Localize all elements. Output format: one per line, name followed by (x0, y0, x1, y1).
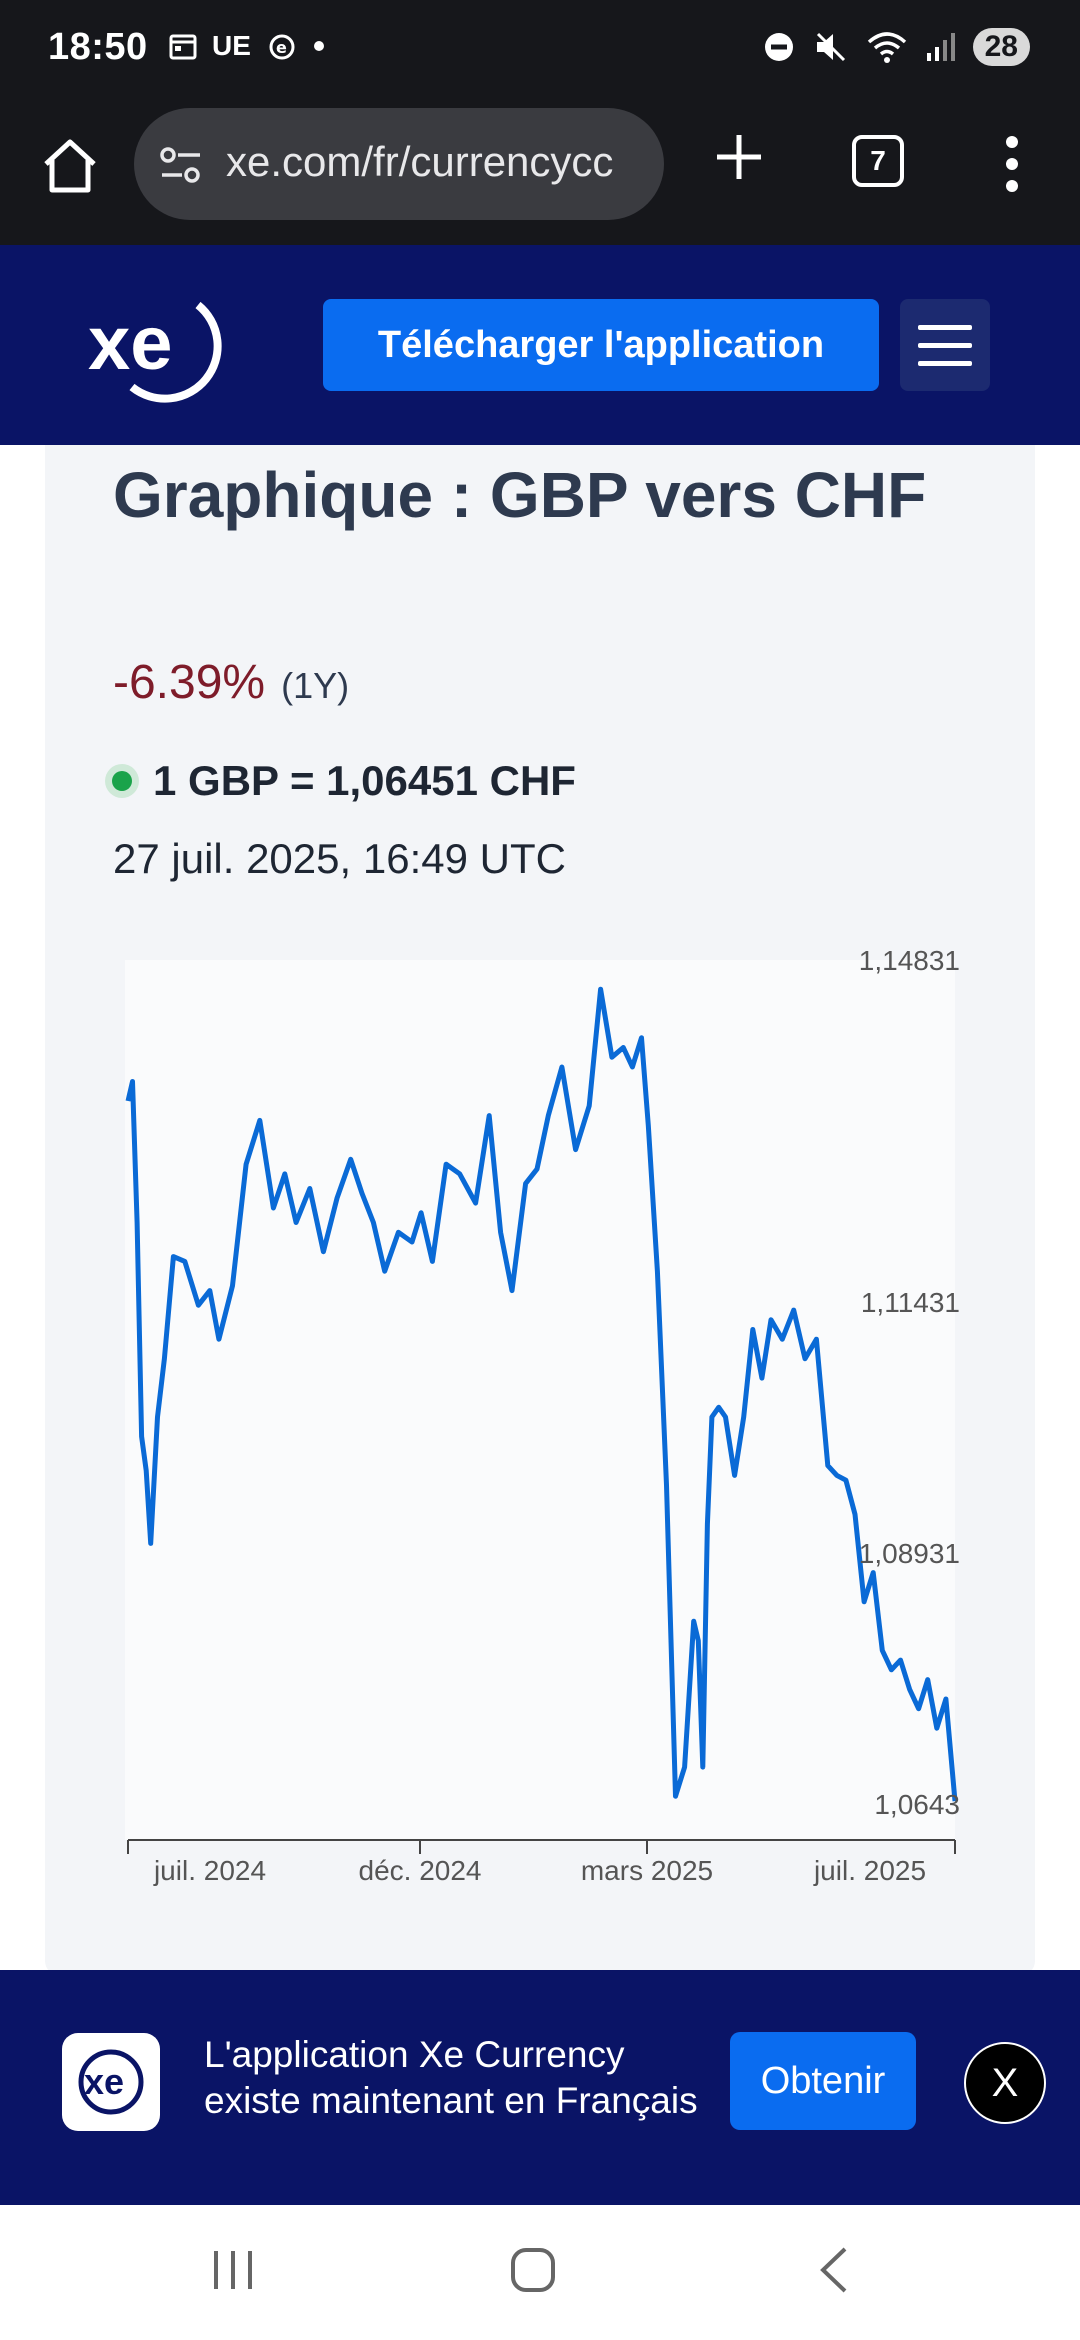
new-tab-icon[interactable] (712, 130, 766, 184)
rate-row: 1 GBP = 1,06451 CHF (105, 757, 576, 805)
banner-message: L'application Xe Currency existe mainten… (204, 2034, 698, 2121)
download-app-button[interactable]: Télécharger l'application (323, 299, 879, 391)
hamburger-menu-icon[interactable] (900, 299, 990, 391)
banner-app-logo: xe (62, 2033, 160, 2131)
carrier-label: UE (212, 30, 251, 61)
exchange-rate: 1 GBP = 1,06451 CHF (153, 757, 576, 804)
change-row: -6.39% (1Y) (113, 655, 349, 710)
xe-logo-text: xe (88, 301, 173, 386)
app-promo-banner: xe L'application Xe Currency existe main… (0, 1970, 1080, 2205)
do-not-disturb-icon (764, 33, 793, 61)
battery-indicator: 28 (972, 28, 1030, 66)
page-title: Graphique : GBP vers CHF (113, 459, 927, 531)
recent-apps-icon[interactable] (208, 2245, 258, 2295)
change-percentage: -6.39% (113, 656, 266, 709)
address-bar[interactable]: xe.com/fr/currencycc (134, 108, 664, 220)
system-nav-bar (0, 2205, 1080, 2340)
status-right-icons: 28 (763, 28, 1030, 66)
banner-xe-icon: xe (78, 2049, 144, 2115)
status-left-icons: UE e (168, 30, 325, 62)
chart-card: Graphique : GBP vers CHF -6.39% (1Y) 1 G… (45, 445, 1035, 1975)
live-status-icon (105, 764, 139, 798)
home-icon[interactable] (38, 134, 102, 198)
banner-logo-text: xe (84, 2061, 124, 2102)
tab-switcher-button[interactable]: 7 (852, 135, 904, 187)
rate-timestamp: 27 juil. 2025, 16:49 UTC (113, 835, 566, 882)
app-notification-icon: e (269, 34, 295, 60)
site-settings-icon[interactable] (158, 142, 204, 188)
signal-icon (926, 33, 955, 61)
get-app-button[interactable]: Obtenir (730, 2032, 916, 2130)
dot-icon (313, 41, 324, 51)
status-bar: 18:50 UE e 28 (0, 0, 1080, 100)
wifi-icon (867, 32, 906, 63)
mute-icon (816, 32, 845, 62)
url-text: xe.com/fr/currencycc (226, 138, 614, 185)
home-nav-icon[interactable] (508, 2245, 558, 2295)
close-banner-button[interactable]: X (964, 2042, 1046, 2124)
change-period: (1Y) (281, 665, 350, 706)
calendar-icon (169, 34, 197, 60)
status-time: 18:50 (48, 26, 148, 68)
site-header: xe Télécharger l'application (0, 245, 1080, 445)
browser-toolbar: xe.com/fr/currencycc 7 (0, 100, 1080, 245)
back-icon[interactable] (815, 2245, 855, 2295)
more-menu-icon[interactable] (1000, 134, 1024, 194)
xe-logo[interactable]: xe (88, 287, 234, 403)
svg-text:e: e (276, 38, 287, 57)
